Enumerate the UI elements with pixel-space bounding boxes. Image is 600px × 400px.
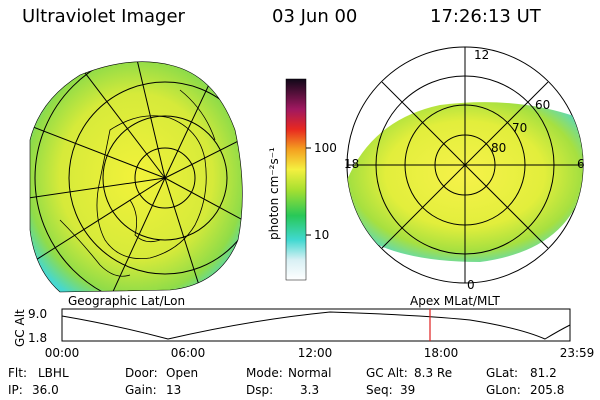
mlt-label-12: 12 <box>474 48 489 62</box>
timeline-ylabel: GC Alt <box>13 309 27 347</box>
door-value: Open <box>166 366 199 380</box>
ip-value: 36.0 <box>32 383 59 397</box>
mlt-label-18: 18 <box>344 157 359 171</box>
glon-value: 205.8 <box>530 383 565 397</box>
mlt-label-0: 0 <box>467 278 475 292</box>
flt-label: Flt: <box>8 366 27 380</box>
info-row-2: IP: 36.0 Gain: 13 Dsp: 3.3 Seq: 39 GLon:… <box>0 383 600 397</box>
polar-plot: 12 18 6 0 60 70 80 <box>344 46 585 292</box>
gcalt-value: 8.3 Re <box>414 366 453 380</box>
seq-label: Seq: <box>366 383 393 397</box>
colorbar-tick-10: 10 <box>314 228 329 242</box>
timeline-tick-1800: 18:00 <box>424 346 459 360</box>
gcalt-label: GC Alt: <box>366 366 408 380</box>
timeline-tick-0600: 06:00 <box>171 346 206 360</box>
timeline-ybottom: 1.8 <box>28 331 47 345</box>
glat-value: 81.2 <box>530 366 557 380</box>
gain-label: Gain: <box>125 383 157 397</box>
right-panel-label: Apex MLat/MLT <box>410 294 500 308</box>
mlt-label-6: 6 <box>577 157 585 171</box>
glat-label: GLat: <box>486 366 519 380</box>
timeline-ytop: 9.0 <box>28 307 47 321</box>
dsp-value: 3.3 <box>300 383 320 397</box>
mode-label: Mode: <box>246 366 283 380</box>
mlat-label-70: 70 <box>512 121 527 135</box>
timeline-tick-2359: 23:59 <box>560 346 595 360</box>
mlat-label-60: 60 <box>535 98 550 112</box>
colorbar: 100 10 photon cm⁻²s⁻¹ <box>267 78 337 281</box>
info-row-1: Flt: LBHL Door: Open Mode: Normal GC Alt… <box>0 366 600 380</box>
door-label: Door: <box>125 366 158 380</box>
glon-label: GLon: <box>486 383 521 397</box>
altitude-timeline: GC Alt 9.0 1.8 00:00 06:00 12:00 18:00 2… <box>13 307 594 360</box>
ip-label: IP: <box>8 383 23 397</box>
image-date: 03 Jun 00 <box>272 6 358 27</box>
geographic-map <box>29 61 243 293</box>
geo-grid <box>30 61 243 293</box>
gain-value: 13 <box>166 383 182 397</box>
mlat-label-80: 80 <box>491 141 506 155</box>
altitude-curve <box>61 311 571 340</box>
image-time: 17:26:13 UT <box>430 6 541 27</box>
timeline-tick-0000: 00:00 <box>45 346 80 360</box>
left-panel-label: Geographic Lat/Lon <box>68 294 185 308</box>
colorbar-label: photon cm⁻²s⁻¹ <box>267 147 281 240</box>
dsp-label: Dsp: <box>246 383 274 397</box>
colorbar-tick-100: 100 <box>314 141 337 155</box>
seq-value: 39 <box>400 383 416 397</box>
aurora-image-geo <box>30 61 243 293</box>
timeline-tick-1200: 12:00 <box>298 346 333 360</box>
mode-value: Normal <box>288 366 332 380</box>
polar-grid <box>347 47 583 283</box>
image-title: Ultraviolet Imager <box>22 6 185 27</box>
flt-value: LBHL <box>38 366 69 380</box>
